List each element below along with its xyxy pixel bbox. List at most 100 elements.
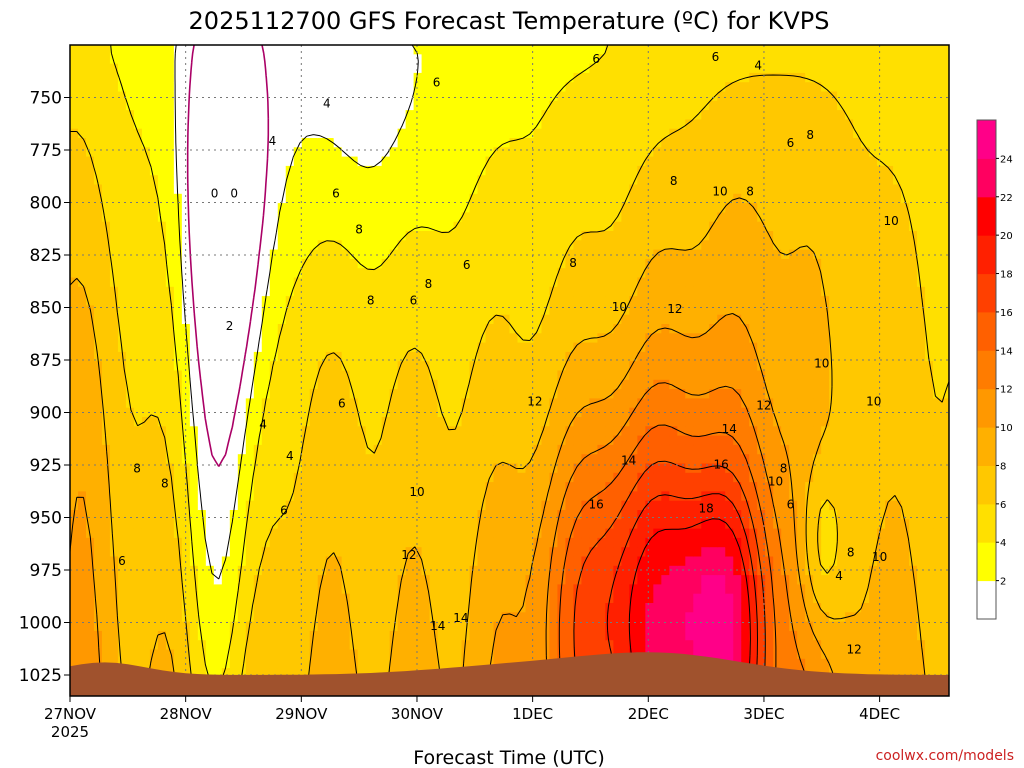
temperature-cell [589, 389, 598, 399]
temperature-cell [141, 603, 151, 613]
temperature-cell [373, 361, 383, 372]
temperature-cell [557, 342, 567, 353]
temperature-cell [597, 277, 606, 288]
temperature-cell [197, 91, 207, 102]
temperature-cell [70, 398, 79, 409]
temperature-cell [85, 398, 95, 409]
temperature-cell [373, 138, 383, 148]
temperature-cell [613, 305, 622, 316]
temperature-cell [293, 491, 303, 502]
temperature-cell [173, 435, 183, 446]
temperature-cell [253, 603, 263, 613]
temperature-cell [325, 630, 335, 641]
temperature-cell [349, 82, 359, 93]
temperature-cell [213, 138, 223, 148]
temperature-cell [541, 240, 551, 251]
temperature-cell [421, 175, 431, 186]
temperature-cell [109, 193, 119, 204]
temperature-cell [549, 203, 559, 213]
temperature-cell [397, 286, 407, 297]
temperature-cell [413, 565, 423, 576]
temperature-cell [133, 156, 143, 167]
temperature-cell [621, 156, 630, 167]
temperature-cell [373, 268, 383, 279]
temperature-cell [589, 454, 598, 465]
temperature-cell [621, 184, 630, 195]
temperature-cell [565, 258, 575, 269]
temperature-cell [237, 333, 247, 344]
temperature-cell [253, 268, 263, 279]
temperature-cell [125, 556, 135, 567]
temperature-cell [485, 398, 495, 409]
temperature-cell [261, 314, 271, 325]
temperature-cell [357, 621, 367, 632]
temperature-cell [325, 156, 335, 167]
temperature-cell [621, 342, 630, 353]
temperature-cell [509, 603, 519, 613]
temperature-cell [437, 556, 447, 567]
temperature-cell [149, 482, 159, 492]
temperature-cell [189, 603, 199, 613]
temperature-cell [493, 231, 503, 241]
temperature-cell [549, 389, 559, 399]
temperature-cell [213, 658, 223, 669]
temperature-cell [557, 556, 567, 567]
temperature-cell [70, 482, 79, 492]
temperature-cell [621, 482, 630, 492]
temperature-cell [173, 361, 183, 372]
temperature-cell [365, 147, 375, 158]
temperature-cell [117, 500, 127, 511]
temperature-cell [549, 454, 559, 465]
temperature-cell [405, 305, 415, 316]
temperature-cell [349, 324, 359, 334]
temperature-cell [141, 472, 151, 483]
temperature-cell [70, 72, 79, 83]
temperature-cell [445, 575, 455, 585]
temperature-cell [285, 212, 295, 223]
temperature-cell [125, 658, 135, 669]
temperature-cell [541, 63, 551, 74]
temperature-cell [157, 593, 167, 604]
temperature-cell [421, 100, 431, 111]
temperature-cell [333, 584, 343, 595]
temperature-cell [469, 258, 479, 269]
temperature-cell [117, 240, 127, 251]
temperature-cell [245, 379, 255, 390]
temperature-cell [429, 156, 439, 167]
temperature-cell [493, 156, 503, 167]
temperature-cell [285, 82, 295, 93]
temperature-cell [493, 54, 503, 65]
temperature-cell [349, 593, 359, 604]
temperature-cell [509, 454, 519, 465]
temperature-cell [613, 463, 622, 474]
temperature-cell [117, 138, 127, 148]
temperature-cell [85, 630, 95, 641]
temperature-cell [85, 119, 95, 130]
temperature-cell [365, 119, 375, 130]
temperature-cell [285, 258, 295, 269]
temperature-cell [117, 268, 127, 279]
temperature-cell [70, 556, 79, 567]
temperature-cell [285, 305, 295, 316]
temperature-cell [181, 119, 191, 130]
temperature-cell [565, 156, 575, 167]
temperature-cell [581, 417, 591, 427]
temperature-cell [229, 454, 239, 465]
temperature-cell [629, 184, 638, 195]
temperature-cell [181, 454, 191, 465]
temperature-cell [501, 54, 511, 65]
temperature-cell [285, 165, 295, 176]
temperature-cell [389, 203, 399, 213]
temperature-cell [181, 491, 191, 502]
temperature-cell [469, 296, 479, 306]
temperature-cell [221, 630, 231, 641]
temperature-cell [389, 193, 399, 204]
temperature-cell [493, 296, 503, 306]
temperature-cell [189, 379, 199, 390]
temperature-cell [277, 193, 287, 204]
temperature-cell [165, 184, 175, 195]
temperature-cell [493, 398, 503, 409]
temperature-cell [381, 249, 391, 260]
temperature-cell [229, 305, 239, 316]
temperature-cell [509, 277, 519, 288]
